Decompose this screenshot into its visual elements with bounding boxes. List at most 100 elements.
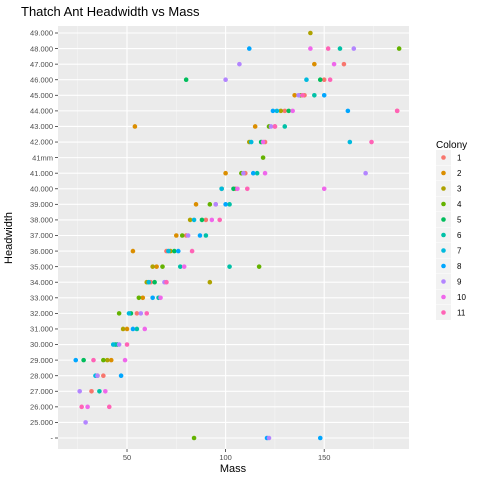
legend-swatch (441, 217, 446, 222)
legend-swatch (441, 310, 446, 315)
x-axis-label: Mass (220, 463, 247, 475)
legend-swatch (441, 279, 446, 284)
data-point (120, 326, 126, 332)
data-point (177, 264, 183, 269)
data-points (73, 30, 402, 441)
data-point (140, 295, 146, 301)
y-tick-label: 36.000 (30, 247, 53, 256)
data-point (154, 264, 159, 269)
data-point (191, 217, 197, 223)
data-point (166, 248, 171, 254)
x-tick-label: 150 (318, 453, 331, 462)
data-point (134, 326, 140, 332)
data-point (134, 311, 140, 316)
data-point (308, 46, 313, 51)
legend-label: 9 (457, 277, 462, 286)
y-tick-label: 44.000 (30, 107, 53, 116)
data-point (317, 435, 323, 441)
data-point (300, 93, 305, 98)
y-tick-label: 31.000 (30, 325, 53, 334)
data-point (175, 248, 181, 254)
data-point (254, 170, 260, 176)
data-point (227, 202, 232, 207)
legend-label: 1 (457, 153, 462, 162)
plot-panel (58, 26, 409, 449)
data-point (108, 357, 114, 363)
data-point (164, 279, 169, 285)
data-point (101, 373, 106, 378)
data-point (105, 357, 110, 363)
legend-swatch (441, 155, 446, 160)
data-point (308, 30, 313, 36)
y-axis-label: Headwidth (3, 212, 15, 264)
data-point (189, 248, 195, 254)
x-tick-label: 50 (123, 453, 131, 462)
data-point (266, 435, 272, 441)
data-point (183, 77, 189, 83)
data-point (363, 170, 368, 176)
legend-label: 2 (457, 169, 462, 178)
data-point (136, 295, 142, 301)
data-point (274, 108, 280, 114)
data-point (245, 186, 250, 192)
data-point (185, 233, 191, 238)
y-tick-label: 26.000 (30, 403, 53, 412)
data-point (116, 342, 122, 347)
data-point (152, 279, 157, 285)
legend-label: 10 (457, 293, 466, 302)
data-point (246, 46, 252, 51)
data-point (209, 217, 215, 223)
y-tick-label: 48.000 (30, 44, 53, 53)
data-point (150, 264, 155, 269)
data-point (325, 46, 331, 51)
y-tick-label: 45.000 (30, 91, 53, 100)
data-point (292, 93, 297, 98)
legend-label: 5 (457, 215, 462, 224)
data-point (394, 108, 400, 114)
data-point (223, 77, 228, 83)
data-point (296, 93, 301, 98)
data-point (77, 388, 82, 394)
data-point (252, 124, 258, 129)
grid-lines (58, 26, 409, 449)
data-point (199, 217, 205, 223)
data-point (101, 357, 106, 363)
data-point (138, 311, 144, 316)
data-point (331, 61, 337, 67)
y-axis-ticks: - 25.000 26.000 27.000 28.000 29.000 30.000 31.… (30, 29, 58, 443)
data-point (103, 388, 108, 394)
legend-title: Colony (436, 140, 467, 151)
y-tick-label: 34.000 (30, 278, 53, 287)
data-point (347, 139, 353, 145)
data-point (327, 77, 333, 83)
legend-label: 6 (457, 231, 462, 240)
data-point (304, 77, 309, 83)
data-point (250, 170, 256, 176)
data-point (79, 404, 84, 410)
y-tick-label: 46.000 (30, 75, 53, 84)
chart-title: Thatch Ant Headwidth vs Mass (21, 4, 200, 19)
legend-label: 3 (457, 184, 462, 193)
y-tick-label: 41mm (32, 153, 53, 162)
data-point (95, 373, 100, 378)
data-point (132, 124, 138, 129)
data-point (290, 108, 295, 114)
y-tick-label: - (51, 434, 54, 443)
data-point (260, 155, 266, 160)
data-point (317, 77, 323, 83)
legend-label: 11 (457, 308, 466, 317)
data-point (227, 264, 232, 269)
legend-swatch (441, 294, 446, 300)
data-point (81, 357, 86, 363)
legend-swatch (441, 170, 446, 176)
data-point (213, 202, 219, 207)
y-tick-label: 41.000 (30, 169, 53, 178)
data-point (174, 233, 179, 238)
data-point (337, 46, 343, 51)
y-tick-label: 37.000 (30, 231, 53, 240)
data-point (241, 170, 246, 176)
data-point (122, 357, 128, 363)
data-point (116, 311, 122, 316)
data-point (142, 326, 148, 332)
data-point (312, 61, 317, 67)
